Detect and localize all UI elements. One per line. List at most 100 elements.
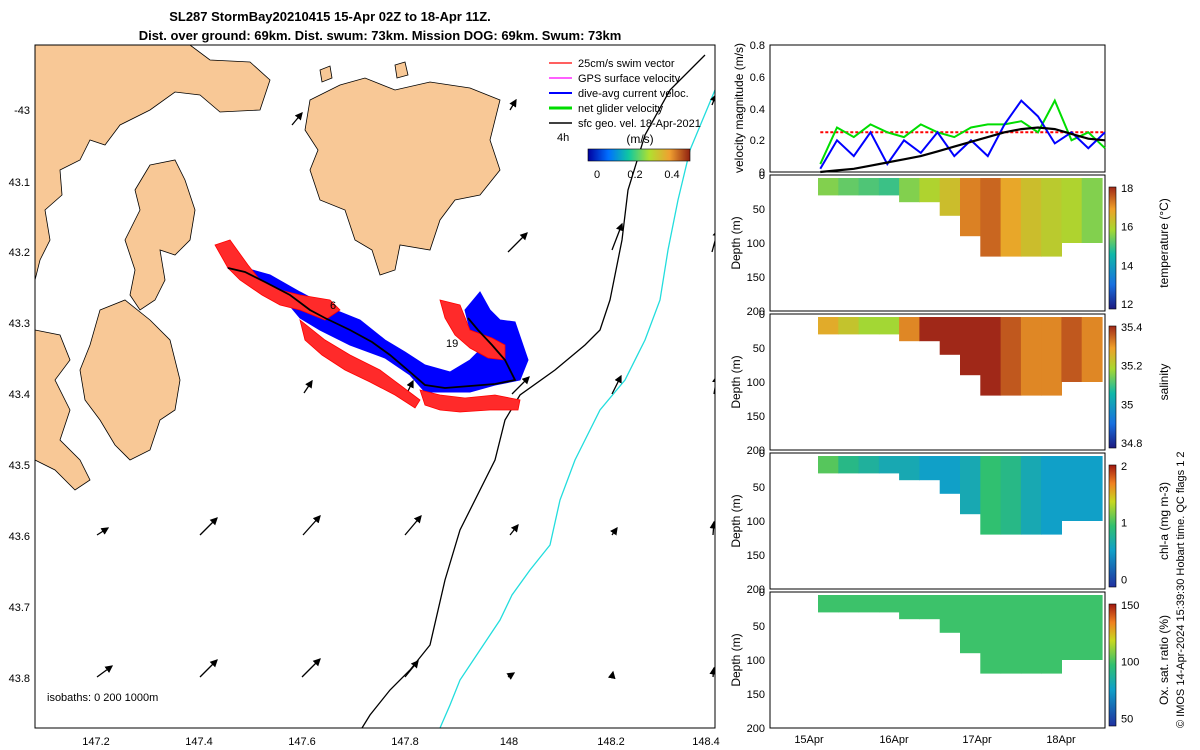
map-lat-ticks: -43 43.1 43.2 43.3 43.4 43.5 43.6 43.7 4… [9, 105, 30, 685]
land-peninsula-left [124, 159, 196, 311]
lat-tick: 43.8 [9, 673, 30, 685]
salinity-profile-cell [1041, 317, 1062, 396]
current-vector [709, 93, 715, 106]
temperature-colorbar [1108, 186, 1117, 310]
temperature-depth-tick: 50 [753, 204, 765, 216]
velocity-line-sfc-geo [820, 126, 1106, 174]
chla-depth-tick: 0 [759, 448, 765, 460]
salinity-colorbar-tick: 34.8 [1121, 438, 1142, 450]
salinity-panel: 0 50 100 150 200 Depth (m) 35.4 35.2 35 34.8 salin… [729, 309, 1171, 457]
legend-label-sfc: sfc geo. vel. 18-Apr-2021 [578, 118, 701, 130]
velocity-line-dive-avg [819, 99, 1106, 170]
salinity-profile-cell [1081, 317, 1103, 382]
lat-tick: 43.2 [9, 247, 30, 259]
temperature-colorbar-tick: 18 [1121, 183, 1133, 195]
temperature-panel: 0 50 100 150 200 Depth (m) 18 16 14 12 temperature… [729, 170, 1171, 318]
oxygen-profile-cell [1081, 595, 1103, 660]
oxygen-profile-cell [939, 595, 961, 633]
time-tick: 15Apr [794, 734, 824, 746]
oxygen-profile-cell [1000, 595, 1022, 674]
salinity-profile-cell [899, 317, 920, 342]
current-vector [302, 515, 321, 536]
temperature-profile-cell [1061, 178, 1083, 243]
oxygen-depth-tick: 0 [759, 587, 765, 599]
temperature-profile-cell [1041, 178, 1062, 257]
temperature-profile-cell [939, 178, 961, 216]
chla-colorbar-tick: 1 [1121, 518, 1127, 530]
credit-text: © IMOS 14-Apr-2024 15:39:30 Hobart time.… [1175, 451, 1187, 728]
velocity-ticks: 0.8 0.6 0.4 0.2 0 [750, 40, 765, 179]
time-tick: 17Apr [962, 734, 992, 746]
lat-tick: 43.5 [9, 460, 30, 472]
chla-profile-cell [1020, 456, 1042, 535]
salinity-depth-tick: 200 [747, 445, 765, 457]
salinity-profile-cell [960, 317, 981, 376]
lat-tick: 43.7 [9, 602, 30, 614]
current-vector [404, 515, 422, 536]
map-legend: 25cm/s swim vector GPS surface velocity … [549, 58, 701, 181]
temperature-colorbar-tick: 16 [1121, 222, 1133, 234]
current-vector [96, 527, 110, 536]
colorbar-unit: (m/s) [626, 132, 653, 146]
salinity-profile-cell [1020, 317, 1042, 396]
oxygen-profile-cell [858, 595, 880, 613]
lat-tick: -43 [14, 105, 30, 117]
chla-profile-cell [939, 456, 961, 494]
current-vector [711, 228, 715, 253]
swim-vectors [214, 239, 521, 413]
current-vector [607, 670, 616, 680]
legend-label-gps: GPS surface velocity [578, 73, 681, 85]
isobaths-label: isobaths: 0 200 1000m [47, 692, 158, 704]
oxygen-profile-cell [899, 595, 920, 620]
figure-title-line1: SL287 StormBay20210415 15-Apr 02Z to 18-… [169, 9, 491, 24]
chla-colorbar-tick: 2 [1121, 461, 1127, 473]
temperature-ylabel: Depth (m) [729, 216, 743, 269]
lat-tick: 43.6 [9, 531, 30, 543]
time-tick: 16Apr [879, 734, 909, 746]
oxygen-profile-cell [919, 595, 941, 620]
oxygen-colorbar-tick: 50 [1121, 714, 1133, 726]
temperature-profile-cell [980, 178, 1002, 257]
chla-ylabel: Depth (m) [729, 494, 743, 547]
chla-profile-cell [818, 456, 839, 474]
map-lon-ticks: 147.2 147.4 147.6 147.8 148 148.2 148.4 [82, 736, 720, 748]
oxygen-colorbar-tick: 150 [1121, 600, 1139, 612]
legend-label-net: net glider velocity [578, 103, 663, 115]
lon-tick: 148.2 [597, 736, 625, 748]
temperature-profile-cell [878, 178, 900, 196]
salinity-colorbar-tick: 35.4 [1121, 322, 1142, 334]
land-tasman-peninsula [79, 299, 181, 461]
chla-profile-cell [919, 456, 941, 481]
current-vector [301, 658, 321, 678]
oxygen-colorbar-tick: 100 [1121, 657, 1139, 669]
temperature-depth-tick: 150 [747, 272, 765, 284]
lon-tick: 147.4 [185, 736, 213, 748]
oxygen-depth-tick: 50 [753, 621, 765, 633]
oxygen-depth-tick: 150 [747, 689, 765, 701]
lon-tick: 147.2 [82, 736, 110, 748]
time-ticks: 15Apr 16Apr 17Apr 18Apr [794, 734, 1076, 746]
oxygen-depth-tick: 200 [747, 723, 765, 735]
land-small-island-2 [394, 61, 409, 79]
legend-label-dive-avg: dive-avg current veloc. [578, 88, 689, 100]
time-tick: 18Apr [1046, 734, 1076, 746]
salinity-colorbar-tick: 35 [1121, 400, 1133, 412]
figure-title-line2: Dist. over ground: 69km. Dist. swum: 73k… [139, 28, 622, 43]
velocity-line-net [819, 98, 1106, 165]
current-vector [610, 526, 618, 536]
velocity-ylabel: velocity magnitude (m/s) [732, 43, 746, 173]
chla-depth-tick: 200 [747, 584, 765, 596]
current-vector [506, 672, 516, 680]
current-vector [96, 665, 114, 678]
chla-profile-cell [838, 456, 860, 474]
map-frame [34, 44, 716, 729]
swim-vector-cluster-mid [299, 318, 421, 409]
speed-colorbar [587, 148, 691, 162]
temperature-colorbar-tick: 14 [1121, 261, 1133, 273]
current-vector [709, 666, 715, 678]
glider-track [227, 267, 517, 389]
swim-vector-cluster-east [419, 389, 521, 413]
oxygen-profile-cell [1041, 595, 1062, 674]
lon-tick: 147.8 [391, 736, 419, 748]
salinity-ylabel: Depth (m) [729, 355, 743, 408]
